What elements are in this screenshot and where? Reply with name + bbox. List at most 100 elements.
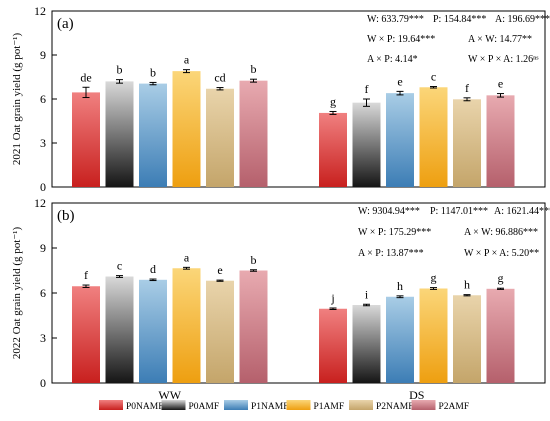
significance-letter: i [365, 287, 369, 301]
legend-label-P1AMF: P1AMF [314, 402, 345, 412]
bar-P0AMF-DS [352, 305, 381, 383]
significance-letter: de [80, 70, 91, 84]
significance-letter: f [465, 81, 469, 95]
panel-a-y-axis-label: 2021 Oat grain yield (g pot⁻¹) [11, 33, 23, 166]
bar-P0AMF-DS [352, 102, 381, 187]
stat-w: W: 9304.94*** [358, 206, 420, 217]
panel-a-stats: W: 633.79*** P: 154.84*** A: 196.69*** W… [367, 14, 550, 65]
legend-label-P0AMF: P0AMF [189, 402, 220, 412]
bar-P1NAMF-WW [139, 279, 167, 383]
bar-P0NAMF-WW [72, 92, 100, 187]
legend-label-P2AMF: P2AMF [439, 402, 470, 412]
bar-P1AMF-WW [172, 268, 201, 383]
stat-w: W: 633.79*** [367, 14, 424, 25]
y-tick-label: 12 [34, 4, 46, 18]
significance-letter: c [431, 70, 436, 84]
significance-letter: f [365, 82, 369, 96]
legend: P0NAMF P0AMF P1NAMF P1AMF P2NAMF P2AMF [99, 400, 469, 412]
bar-P0AMF-WW [105, 81, 134, 187]
legend-swatch-P1AMF [286, 400, 311, 410]
significance-letter: b [251, 62, 257, 76]
stat-axp: A × P: 13.87*** [358, 248, 424, 259]
legend-swatch-P1NAMF [224, 400, 248, 410]
panel-b-label: (b) [57, 208, 75, 224]
stat-wxp: W × P: 19.64*** [367, 34, 435, 45]
y-tick-label: 6 [40, 286, 46, 300]
bar-P0NAMF-WW [72, 286, 100, 383]
y-tick-label: 0 [40, 376, 46, 390]
bar-P0NAMF-DS [319, 308, 347, 383]
stat-a: A: 196.69*** [495, 14, 550, 25]
panel-b: (b) 2022 Oat grain yield (g pot⁻¹) 0 3 6 9 1… [11, 196, 550, 402]
panel-a: (a) 2021 Oat grain yield (g pot⁻¹) 0 3 6 9 1… [11, 4, 550, 194]
significance-letter: e [217, 263, 222, 277]
y-tick-label: 9 [40, 241, 46, 255]
bar-P2AMF-WW [239, 80, 268, 187]
y-tick-label: 0 [40, 180, 46, 194]
bar-P1NAMF-DS [386, 93, 414, 187]
stat-axw: A × W: 96.886*** [464, 227, 538, 238]
significance-letter: e [498, 77, 503, 91]
stat-p: P: 1147.01*** [430, 206, 488, 217]
significance-letter: e [397, 74, 402, 88]
y-tick-label: 9 [40, 48, 46, 62]
bar-P0NAMF-DS [319, 112, 347, 187]
stat-wxpxa: W × P × A: 1.26ⁿˢ [468, 54, 538, 65]
y-tick-label: 12 [34, 196, 46, 210]
x-tick-label-WW: WW [158, 388, 181, 402]
significance-letter: h [464, 278, 470, 292]
panel-a-y-ticks: 0 3 6 9 12 [34, 4, 57, 194]
bar-P2NAMF-DS [453, 295, 481, 383]
panel-a-label: (a) [57, 16, 74, 32]
legend-swatch-P2NAMF [349, 400, 373, 410]
bar-P1AMF-DS [419, 87, 448, 187]
significance-letter: f [84, 268, 88, 282]
legend-label-P0NAMF: P0NAMF [126, 402, 164, 412]
stat-axp: A × P: 4.14* [367, 54, 418, 65]
bar-P1AMF-WW [172, 71, 201, 187]
significance-letter: h [397, 279, 403, 293]
significance-letter: c [117, 259, 122, 273]
significance-letter: g [431, 271, 437, 285]
bar-P2AMF-WW [239, 270, 268, 383]
legend-label-P2NAMF: P2NAMF [376, 402, 414, 412]
bar-P2NAMF-DS [453, 99, 481, 187]
panel-b-y-ticks: 0 3 6 9 12 [34, 196, 57, 390]
bar-P0AMF-WW [105, 276, 134, 383]
significance-letter: b [251, 253, 257, 267]
significance-letter: a [184, 250, 190, 264]
significance-letter: b [117, 63, 123, 77]
significance-letter: a [184, 53, 190, 67]
bar-P1NAMF-WW [139, 83, 167, 187]
significance-letter: b [150, 65, 156, 79]
bar-P2AMF-DS [486, 95, 515, 187]
legend-swatch-P0NAMF [99, 400, 123, 410]
panel-a-bars: de b b a cd b g f e c f e [72, 53, 515, 187]
y-tick-label: 3 [40, 331, 46, 345]
y-tick-label: 6 [40, 92, 46, 106]
bar-P2NAMF-WW [206, 88, 234, 187]
stat-axw: A × W: 14.77** [468, 34, 532, 45]
y-tick-label: 3 [40, 136, 46, 150]
legend-swatch-P2AMF [411, 400, 436, 410]
bar-P2NAMF-WW [206, 280, 234, 383]
stat-wxpxa: W × P × A: 5.20** [464, 248, 539, 259]
legend-label-P1NAMF: P1NAMF [251, 402, 289, 412]
stat-wxp: W × P: 175.29*** [358, 227, 431, 238]
significance-letter: d [150, 262, 156, 276]
bar-P1AMF-DS [419, 288, 448, 383]
panel-b-y-axis-label: 2022 Oat grain yield (g pot⁻¹) [11, 227, 23, 360]
bar-P1NAMF-DS [386, 296, 414, 383]
legend-swatch-P0AMF [161, 400, 186, 410]
significance-letter: g [330, 94, 336, 108]
stat-a: A: 1621.44*** [494, 206, 550, 217]
bar-P2AMF-DS [486, 288, 515, 383]
panel-b-bars: f c d a e b j i h g h g [72, 250, 515, 383]
significance-letter: g [498, 271, 504, 285]
x-tick-label-DS: DS [409, 388, 424, 402]
significance-letter: cd [214, 71, 225, 85]
panel-b-x-ticks: WW DS [158, 388, 424, 402]
panel-b-stats: W: 9304.94*** P: 1147.01*** A: 1621.44**… [358, 206, 550, 259]
stat-p: P: 154.84*** [433, 14, 486, 25]
